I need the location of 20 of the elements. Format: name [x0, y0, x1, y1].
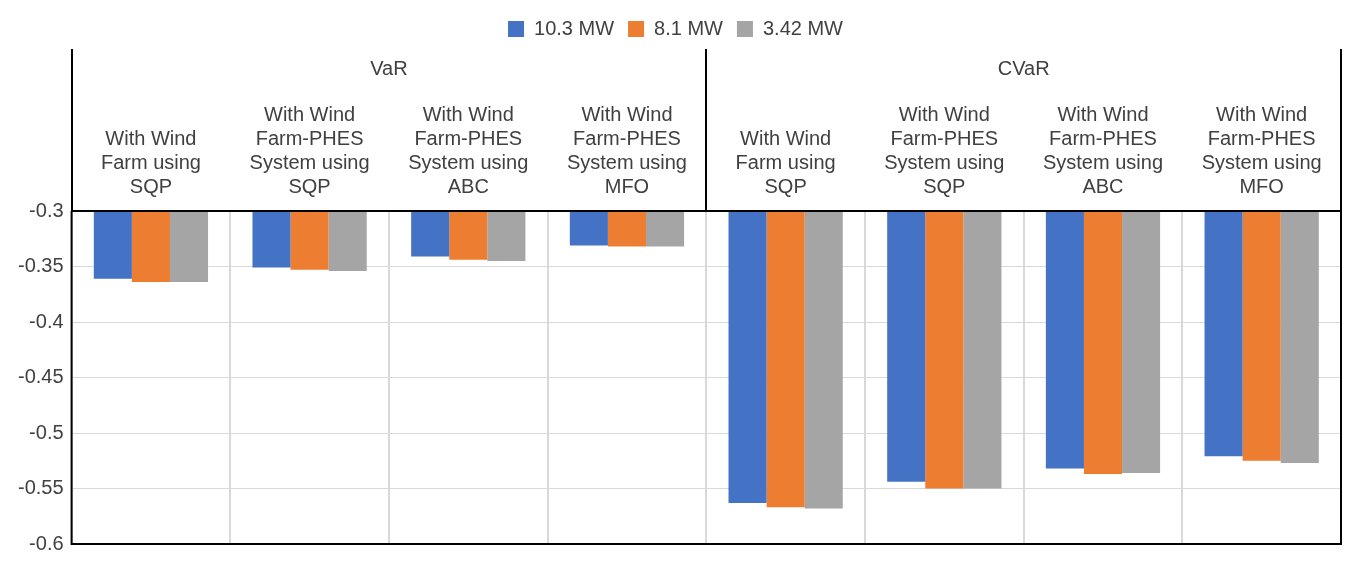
- x-tick-label: With Wind Farm using SQP: [100, 126, 201, 197]
- y-tick-label: -0.35: [17, 254, 64, 277]
- x-tick-label: With Wind Farm-PHES System using ABC: [1042, 102, 1164, 197]
- x-tick-label: With Wind Farm-PHES System using SQP: [249, 102, 370, 197]
- x-tick-label: With Wind Farm-PHES System using SQP: [884, 102, 1005, 197]
- y-tick-label: -0.5: [29, 420, 64, 443]
- y-tick-label: -0.6: [29, 531, 64, 554]
- x-tick-label: With Wind Farm-PHES System using ABC: [408, 102, 529, 197]
- y-tick-label: -0.55: [17, 476, 64, 499]
- legend-label: 10.3 MW: [534, 16, 615, 39]
- text: VaR: [370, 56, 408, 79]
- y-tick-label: -0.4: [29, 309, 64, 332]
- x-tick-label: With Wind Farm-PHES System using MFO: [1201, 102, 1322, 197]
- legend-label: 3.42 MW: [762, 16, 844, 39]
- y-tick-label: -0.45: [17, 365, 64, 388]
- text: CVaR: [997, 56, 1050, 79]
- y-tick-label: -0.3: [29, 198, 64, 221]
- x-tick-label: With Wind Farm-PHES System using MFO: [566, 102, 687, 197]
- legend-label: 8.1 MW: [654, 16, 724, 39]
- x-tick-label: With Wind Farm using SQP: [735, 126, 836, 197]
